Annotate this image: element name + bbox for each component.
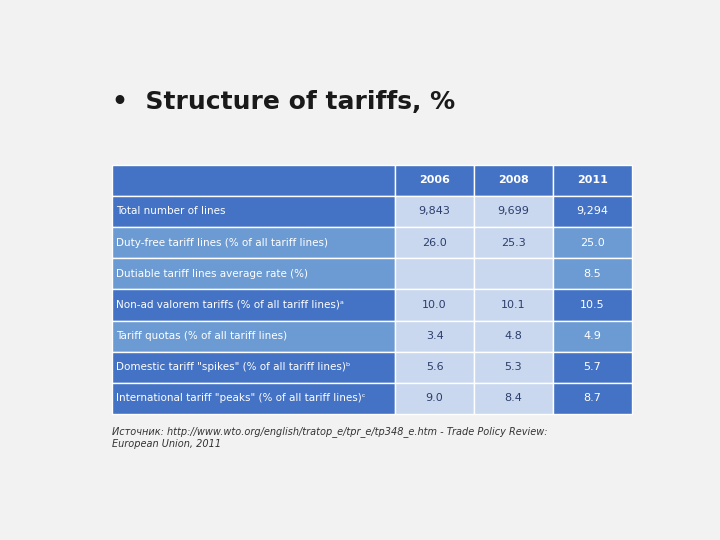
Bar [553,196,631,227]
Bar [395,383,474,414]
Bar [474,383,553,414]
Text: 3.4: 3.4 [426,331,444,341]
Bar [474,352,553,383]
Text: Domestic tariff "spikes" (% of all tariff lines)ᵇ: Domestic tariff "spikes" (% of all tarif… [117,362,351,372]
Text: 9,294: 9,294 [576,206,608,217]
Bar [112,227,395,258]
Text: 2006: 2006 [419,175,450,185]
Bar [395,196,474,227]
Bar [474,165,553,196]
Bar [553,352,631,383]
Text: 9.0: 9.0 [426,394,444,403]
Text: International tariff "peaks" (% of all tariff lines)ᶜ: International tariff "peaks" (% of all t… [117,394,366,403]
Text: Non-ad valorem tariffs (% of all tariff lines)ᵃ: Non-ad valorem tariffs (% of all tariff … [117,300,344,310]
Text: •  Structure of tariffs, %: • Structure of tariffs, % [112,90,456,114]
Text: 26.0: 26.0 [422,238,447,247]
Bar [112,321,395,352]
Bar [395,258,474,289]
Text: 4.9: 4.9 [583,331,601,341]
Bar [395,165,474,196]
Bar [553,321,631,352]
Bar [553,258,631,289]
Text: 10.1: 10.1 [501,300,526,310]
Text: Источник: http://www.wto.org/english/tratop_e/tpr_e/tp348_e.htm - Trade Policy R: Источник: http://www.wto.org/english/tra… [112,427,548,449]
Bar [112,258,395,289]
Text: 2011: 2011 [577,175,608,185]
Text: 10.5: 10.5 [580,300,605,310]
Bar [474,289,553,321]
Text: 5.6: 5.6 [426,362,444,372]
Bar [112,383,395,414]
Text: 10.0: 10.0 [422,300,447,310]
Bar [474,196,553,227]
Bar [553,383,631,414]
Bar [112,289,395,321]
Bar [112,196,395,227]
Text: Tariff quotas (% of all tariff lines): Tariff quotas (% of all tariff lines) [117,331,287,341]
Bar [395,227,474,258]
Text: 5.3: 5.3 [505,362,522,372]
Bar [474,258,553,289]
Bar [474,321,553,352]
Bar [395,289,474,321]
Bar [112,352,395,383]
Text: 4.8: 4.8 [505,331,523,341]
Bar [553,227,631,258]
Text: 2008: 2008 [498,175,528,185]
Bar [395,352,474,383]
Bar [553,165,631,196]
Text: Dutiable tariff lines average rate (%): Dutiable tariff lines average rate (%) [117,269,308,279]
Text: 9,699: 9,699 [498,206,529,217]
Text: Duty-free tariff lines (% of all tariff lines): Duty-free tariff lines (% of all tariff … [117,238,328,247]
Text: 8.5: 8.5 [583,269,601,279]
Text: 8.7: 8.7 [583,394,601,403]
Text: 9,843: 9,843 [418,206,451,217]
Bar [112,165,395,196]
Bar [553,289,631,321]
Bar [474,227,553,258]
Text: 8.4: 8.4 [505,394,523,403]
Text: 25.0: 25.0 [580,238,605,247]
Text: Total number of lines: Total number of lines [117,206,226,217]
Bar [395,321,474,352]
Text: 5.7: 5.7 [583,362,601,372]
Text: 25.3: 25.3 [501,238,526,247]
